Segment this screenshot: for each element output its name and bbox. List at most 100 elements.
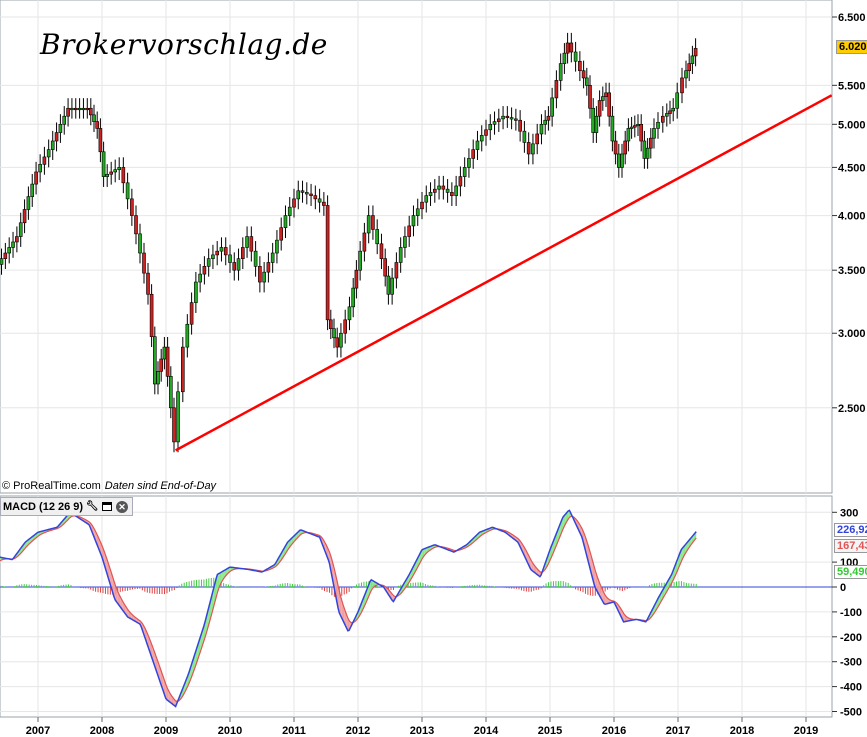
candle-body [172,407,176,443]
candle-body [50,140,55,150]
candle-body [219,247,224,252]
candle-body [623,140,628,155]
candle-body [283,215,288,228]
candle-body [300,190,305,193]
candle-body [146,272,150,295]
x-tick-label: 2007 [26,725,50,737]
candle-body [26,196,31,210]
candle-body [479,135,484,142]
watermark-logo: Brokervorschlag.de [40,28,328,61]
candle-body [656,121,660,129]
candle-body [573,51,578,62]
candle-body [671,107,676,112]
candle-body [420,201,424,210]
candle-body [206,258,211,267]
candle-body [526,142,531,155]
candle-body [22,209,27,224]
candle-body [450,192,454,196]
x-tick-label: 2011 [282,725,306,737]
macd-fill [342,604,345,624]
price-y-tick-label: 3.500 [838,265,866,277]
candle-body [578,60,582,72]
signal-line [0,515,697,702]
signal-value-label: 167,43 [834,539,867,553]
candle-body [85,107,90,111]
price-y-tick-label: 4.000 [838,211,866,223]
close-icon[interactable]: ✕ [116,500,129,513]
candle-body [458,176,463,187]
macd-fill [371,579,373,591]
x-tick-label: 2013 [410,725,434,737]
candle-body [645,147,650,159]
candle-body [309,193,313,196]
candle-body [117,167,121,170]
macd-fill [114,581,116,601]
candle-body [351,287,356,308]
macd-y-tick-label: -200 [840,632,862,644]
candle-body [176,391,180,443]
candle-body [156,371,160,385]
candle-body [185,323,190,348]
candle-body [46,149,51,158]
x-tick-label: 2018 [730,725,754,737]
macd-y-tick-label: 300 [840,507,858,519]
candle-body [73,107,78,111]
credit-note: Daten sind End-of-Day [104,480,217,492]
candle-body [343,319,348,334]
candle-body [687,63,692,72]
candle-body [639,124,644,142]
candle-body [597,100,602,117]
x-tick-label: 2016 [602,725,626,737]
macd-fill [165,684,167,700]
candle-body [629,126,634,129]
macd-fill [339,590,341,616]
candle-body [189,302,194,325]
macd-value-label: 226,92 [834,523,867,537]
candle-body [415,208,420,216]
candle-body [0,258,4,265]
candle-body [424,195,429,203]
candle-body [581,70,586,79]
candle-body [428,192,433,196]
candle-body [594,115,599,133]
candle-body [386,275,391,295]
candle-body [664,113,669,117]
candle-body [109,171,113,175]
candle-body [604,92,608,97]
histogram-value-label: 59,490 [834,565,867,579]
candle-body [54,132,59,142]
candle-body [332,328,336,339]
wrench-icon[interactable]: 🔧︎ [85,501,99,512]
candle-body [531,143,535,155]
candle-body [362,232,367,252]
candle-body [475,140,480,150]
candle-body [70,107,74,111]
candle-body [165,346,170,377]
candle-body [211,254,215,259]
candle-body [684,70,688,79]
candle-body [358,250,362,271]
candle-body [169,376,173,409]
candle-body [565,42,570,54]
candle-body [258,266,262,283]
candle-body [325,205,330,321]
candle-body [407,225,412,237]
candle-body [680,77,684,94]
candle-body [543,119,548,125]
candle-body [588,85,592,109]
candle-body [223,247,228,256]
candle-body [432,188,437,193]
candle-body [522,130,527,143]
candle-body [626,128,631,142]
candle-body [484,129,488,136]
candle-body [467,158,471,168]
candle-body [488,124,493,131]
window-icon[interactable] [101,501,113,513]
price-panel [0,0,833,494]
candle-body [34,171,38,185]
current-price-label: 6.020, [836,40,867,55]
macd-fill [341,600,343,621]
macd-y-tick-label: -500 [840,707,862,719]
candle-body [390,277,394,295]
